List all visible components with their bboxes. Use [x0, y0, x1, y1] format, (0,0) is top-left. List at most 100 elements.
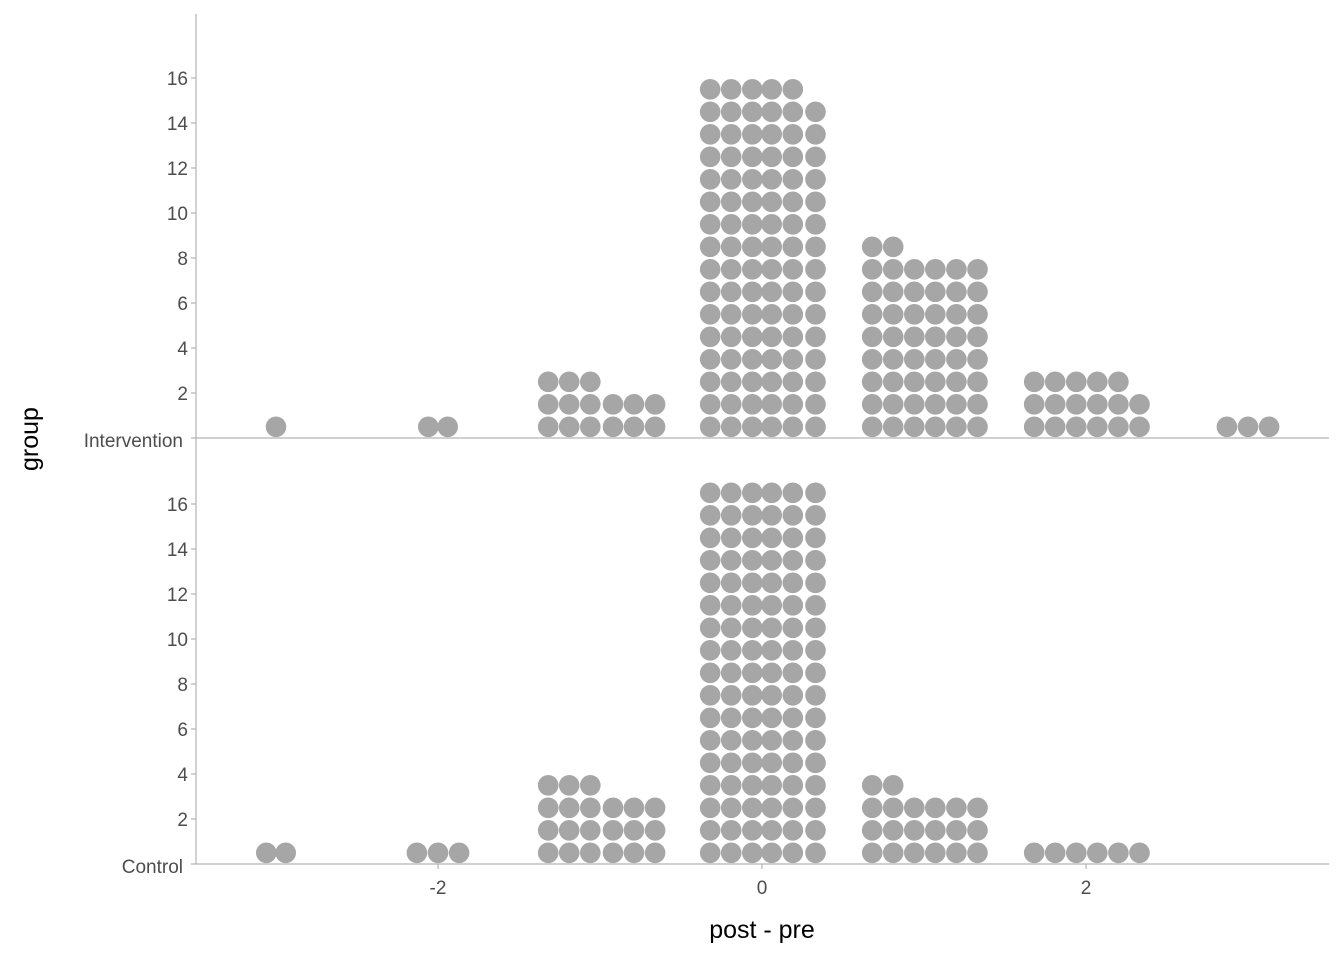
dot: [925, 394, 946, 415]
dot: [742, 326, 763, 348]
dot: [946, 371, 967, 393]
dot: [720, 124, 742, 145]
dot: [904, 259, 925, 280]
dot: [967, 371, 988, 393]
dot: [805, 349, 826, 370]
dot: [720, 482, 742, 504]
dot: [699, 662, 721, 684]
dot: [742, 124, 763, 145]
dot: [782, 349, 804, 370]
ticks-layer: 2 4 6 8 10 12 14 16 Control 2 4 6 8 10 12 14 16 Intervent…: [84, 69, 1092, 899]
dot: [720, 595, 742, 616]
dot: [558, 775, 580, 796]
dot: [602, 394, 624, 415]
dot: [537, 394, 559, 415]
dot: [761, 527, 782, 549]
dot: [805, 259, 826, 280]
dot: [644, 842, 666, 864]
dot: [537, 416, 559, 438]
x-tick-label: 0: [757, 878, 768, 899]
dot: [699, 482, 721, 504]
dot: [720, 79, 742, 100]
dot: [782, 527, 804, 549]
dot: [580, 416, 601, 438]
dot: [742, 662, 763, 684]
dot: [761, 236, 782, 258]
dot: [644, 820, 666, 841]
dot: [946, 416, 967, 438]
dot: [720, 617, 742, 639]
dot: [805, 394, 826, 415]
dot: [882, 842, 904, 864]
dot: [742, 101, 763, 123]
dot: [580, 775, 601, 796]
x-axis-title: post - pre: [709, 916, 815, 944]
dot: [699, 191, 721, 213]
dot: [805, 236, 826, 258]
dot: [946, 304, 967, 325]
dot: [761, 169, 782, 190]
dot: [761, 482, 782, 504]
dot: [925, 842, 946, 864]
dot: [720, 707, 742, 729]
dot: [699, 797, 721, 819]
dot: [742, 775, 763, 796]
dot: [861, 281, 883, 303]
dot: [699, 326, 721, 348]
dot: [537, 797, 559, 819]
dot: [861, 259, 883, 280]
dot: [967, 326, 988, 348]
dot: [782, 707, 804, 729]
count-tick-label: 14: [167, 540, 189, 561]
dot: [761, 146, 782, 168]
dot: [761, 730, 782, 751]
dot: [699, 101, 721, 123]
dot: [1087, 842, 1108, 864]
dot: [967, 797, 988, 819]
dot: [742, 191, 763, 213]
dot: [699, 775, 721, 796]
dot: [742, 146, 763, 168]
dot: [742, 550, 763, 571]
dot: [602, 416, 624, 438]
dot: [742, 482, 763, 504]
dot: [699, 146, 721, 168]
dot: [882, 394, 904, 415]
dot: [720, 685, 742, 706]
dot: [805, 304, 826, 325]
dot: [1087, 371, 1108, 393]
dot: [946, 842, 967, 864]
dot: [580, 820, 601, 841]
x-tick-label: -2: [430, 878, 447, 899]
dot: [761, 775, 782, 796]
dot: [275, 842, 297, 864]
dot: [1129, 394, 1150, 415]
dot: [558, 842, 580, 864]
dot: [602, 797, 624, 819]
dot: [861, 775, 883, 796]
dot: [805, 572, 826, 594]
dot: [946, 259, 967, 280]
dot: [925, 304, 946, 325]
count-tick-label: 2: [177, 384, 188, 405]
count-tick-label: 12: [167, 159, 188, 180]
count-tick-label: 16: [167, 69, 188, 90]
dot: [904, 394, 925, 415]
dot: [782, 550, 804, 571]
dot: [427, 842, 449, 864]
dot: [805, 527, 826, 549]
dot: [699, 416, 721, 438]
dot: [782, 304, 804, 325]
dot: [699, 505, 721, 526]
dot: [644, 797, 666, 819]
dot: [742, 236, 763, 258]
dot: [861, 394, 883, 415]
dot: [946, 797, 967, 819]
dot: [946, 326, 967, 348]
dot: [720, 662, 742, 684]
dot: [967, 259, 988, 280]
dot: [699, 124, 721, 145]
dot: [761, 326, 782, 348]
dot: [925, 326, 946, 348]
dot: [805, 707, 826, 729]
